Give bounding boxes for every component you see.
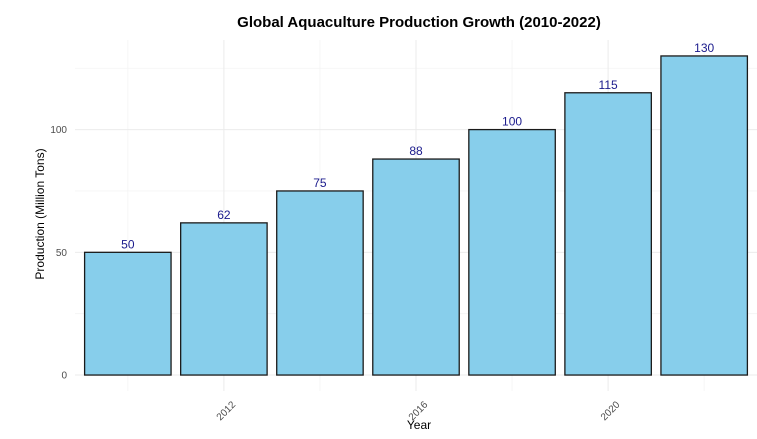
bar-2016	[372, 158, 460, 376]
y-tick-label: 50	[56, 248, 68, 259]
bar-2018	[468, 128, 556, 376]
y-tick-label: 0	[61, 371, 67, 382]
data-labels-group: 50 62 75 88 100 115 130	[121, 41, 714, 251]
data-label-2016: 88	[409, 144, 423, 158]
bar-2014	[276, 190, 364, 376]
x-axis-label: Year	[407, 418, 431, 432]
bars-group	[83, 55, 749, 376]
chart-title: Global Aquaculture Production Growth (20…	[237, 14, 601, 31]
bar-2022	[660, 55, 749, 376]
bar-2012	[180, 222, 268, 376]
y-axis-label: Production (Million Tons)	[33, 148, 47, 279]
data-label-2012: 62	[217, 208, 231, 222]
data-label-2010: 50	[121, 237, 135, 251]
y-tick-label: 100	[50, 125, 67, 136]
x-tick-label: 2020	[599, 399, 623, 423]
y-axis-ticks: 0 50 100	[50, 125, 67, 381]
data-label-2014: 75	[313, 176, 327, 190]
bar-2010	[83, 251, 172, 376]
data-label-2018: 100	[502, 115, 522, 129]
x-tick-label: 2012	[215, 399, 239, 423]
data-label-2020: 115	[599, 78, 618, 92]
bar-2020	[564, 92, 652, 376]
data-label-2022: 130	[694, 41, 714, 55]
